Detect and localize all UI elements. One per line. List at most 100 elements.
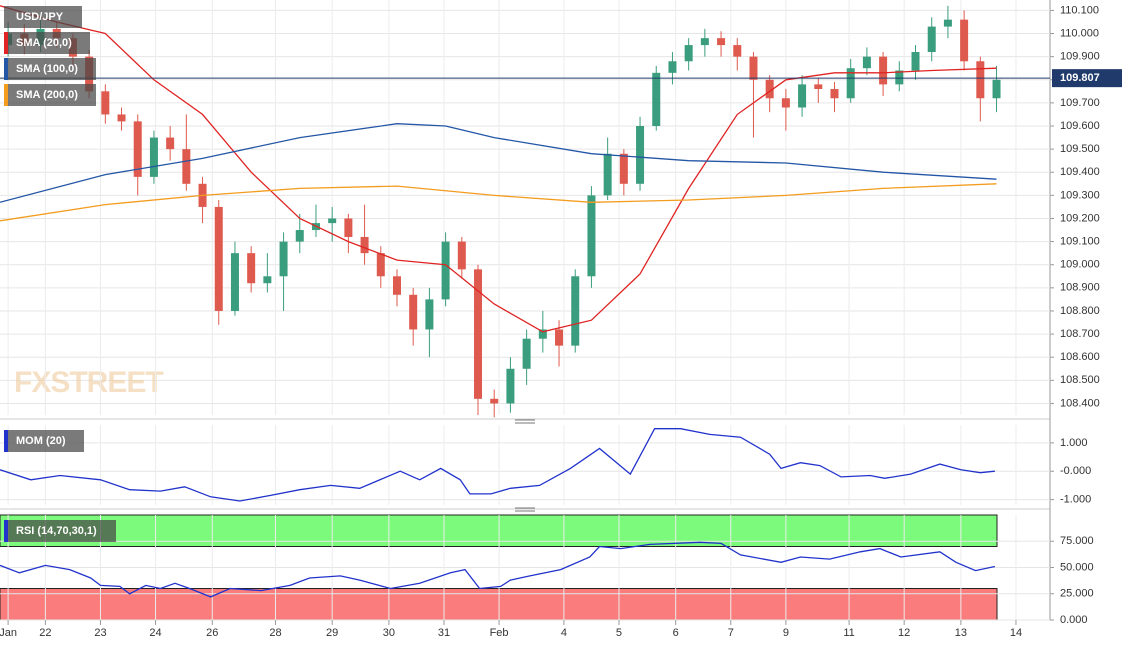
line-series: [0, 183, 997, 222]
x-tick-label: Jan: [0, 627, 17, 639]
x-tick-label: 6: [673, 627, 679, 639]
candle-body: [166, 137, 175, 150]
y-tick-label: 110.100: [1060, 4, 1099, 16]
labels: 110.100110.000109.900109.800109.700109.6…: [0, 4, 1122, 639]
candle-body: [846, 68, 855, 99]
legend-box: [4, 32, 90, 54]
last-price-box: [1052, 69, 1122, 88]
y-tick-label: 109.900: [1060, 51, 1100, 63]
x-tick-label: 7: [728, 627, 734, 639]
grid: FXSTREET: [0, 0, 1050, 621]
candle-body: [555, 329, 564, 346]
y-tick-label: 109.500: [1060, 143, 1100, 155]
candle-body: [474, 269, 483, 399]
candle-body: [992, 79, 1001, 99]
x-tick-label: 28: [269, 627, 281, 639]
candle-body: [101, 91, 110, 115]
y-tick-label: 1.000: [1060, 437, 1088, 449]
y-tick-label: 108.800: [1060, 305, 1100, 317]
legend-box: [4, 430, 84, 452]
candle-body: [879, 56, 888, 85]
line-series: [0, 541, 996, 598]
line-series: [0, 5, 997, 333]
x-tick-label: 5: [616, 627, 622, 639]
marks: [0, 5, 1050, 598]
candle-body: [457, 241, 466, 270]
y-tick-label: 110.000: [1060, 27, 1099, 39]
candle-body: [717, 38, 726, 46]
candle-body: [506, 368, 515, 404]
y-tick-label: 109.400: [1060, 166, 1100, 178]
candle-body: [798, 84, 807, 108]
candle-body: [538, 329, 547, 339]
candle-body: [943, 19, 952, 27]
y-tick-label: 109.700: [1060, 97, 1100, 109]
x-tick-label: 12: [898, 627, 910, 639]
overbought-band: [0, 514, 998, 547]
line-series: [0, 123, 997, 203]
candle-body: [247, 253, 256, 284]
y-tick-label: 108.700: [1060, 328, 1100, 340]
legend-label: SMA (200,0): [16, 89, 78, 101]
candle-body: [749, 56, 758, 80]
legend-swatch: [4, 520, 8, 542]
candle-body: [960, 19, 969, 62]
candle-body: [619, 153, 628, 184]
candle-body: [976, 61, 985, 99]
candle-body: [765, 79, 774, 99]
legend-label: MOM (20): [16, 435, 66, 447]
legend-swatch: [4, 58, 8, 80]
x-tick-label: 22: [39, 627, 51, 639]
legend-label: RSI (14,70,30,1): [16, 525, 97, 537]
x-tick-label: 23: [94, 627, 106, 639]
candle-body: [295, 230, 304, 242]
candle-body: [360, 236, 369, 254]
y-tick-label: -0.000: [1060, 465, 1091, 477]
candle-body: [571, 276, 580, 346]
x-tick-label: 31: [438, 627, 450, 639]
x-tick-label: 30: [383, 627, 395, 639]
candle-body: [117, 114, 126, 122]
x-tick-label: 11: [843, 627, 854, 639]
y-tick-label: 109.600: [1060, 120, 1100, 132]
x-tick-label: 29: [326, 627, 338, 639]
y-tick-label: 108.400: [1060, 397, 1100, 409]
x-tick-label: 9: [783, 627, 789, 639]
oversold-band: [0, 588, 998, 621]
candle-body: [927, 26, 936, 53]
legend-box: [4, 58, 96, 80]
candle-body: [522, 338, 531, 369]
y-tick-label: 109.200: [1060, 212, 1100, 224]
candle-body: [409, 294, 418, 330]
candle-body: [279, 241, 288, 277]
candle-body: [328, 218, 337, 224]
candle-body: [781, 98, 790, 108]
candle-body: [214, 206, 223, 311]
candle-body: [344, 218, 353, 237]
candle-body: [684, 45, 693, 62]
resize-handle[interactable]: [515, 507, 535, 512]
x-tick-label: 24: [149, 627, 161, 639]
candle-body: [895, 70, 904, 85]
y-tick-label: -1.000: [1060, 494, 1091, 506]
y-tick-label: 109.100: [1060, 236, 1100, 248]
x-tick-label: 26: [206, 627, 218, 639]
candle-body: [733, 45, 742, 57]
x-tick-label: 14: [1010, 627, 1022, 639]
candle-body: [700, 38, 709, 46]
candle-body: [149, 137, 158, 177]
legend-box: [4, 6, 82, 28]
watermark: FXSTREET: [14, 366, 163, 399]
resize-handle[interactable]: [515, 419, 535, 424]
y-tick-label: 50.000: [1060, 561, 1094, 573]
y-tick-label: 108.900: [1060, 282, 1100, 294]
x-tick-label: 13: [955, 627, 967, 639]
legend-swatch: [4, 430, 8, 452]
legend-label: SMA (100,0): [16, 63, 78, 75]
legend-label: USD/JPY: [16, 11, 64, 23]
candle-body: [636, 126, 645, 184]
y-tick-label: 0.000: [1060, 614, 1088, 626]
x-tick-label: Feb: [490, 627, 509, 639]
y-tick-label: 109.000: [1060, 259, 1100, 271]
